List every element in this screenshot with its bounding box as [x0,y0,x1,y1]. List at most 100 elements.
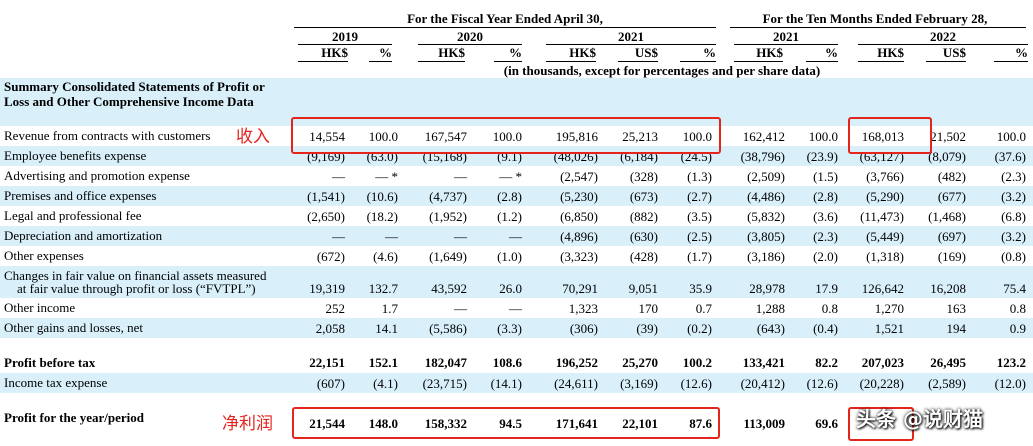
table-cell: 87.6 [689,416,712,431]
table-cell: (2.8) [813,189,838,204]
table-cell: (4,486) [747,189,785,204]
row-label: Revenue from contracts with customers [4,128,211,143]
table-cell: (3,766) [866,169,904,184]
revenue-highlight-box [291,117,721,154]
table-cell: (1.5) [813,169,838,184]
table-cell: (12.6) [806,376,838,391]
table-cell: 75.4 [1003,281,1026,296]
table-cell: — [332,229,345,244]
table-cell: 194 [946,321,967,336]
table-cell: 2,058 [315,321,345,336]
table-cell: (882) [629,209,658,224]
table-cell: 123.2 [996,355,1026,370]
revenue-2022-highlight-box [848,117,932,154]
unit-header: % [509,45,522,60]
table-cell: 0.9 [1009,321,1026,336]
year-2022-ten-months: 2022 [930,29,956,44]
unit-rule [418,61,465,62]
table-cell: — [385,229,398,244]
table-cell: 100.0 [682,129,712,144]
table-cell: (12.6) [680,376,712,391]
unit-rule [369,61,392,62]
unit-header: HK$ [569,45,596,60]
ten-months-header: For the Ten Months Ended February 28, [762,11,988,26]
table-cell: (630) [629,229,658,244]
ten-months-header-rule [730,27,1026,28]
table-row: Other income 252 1.7 — — 1,323 170 0.7 1,288 0.8 1… [0,298,1033,318]
table-cell: 25,270 [622,355,658,370]
table-cell: 171,641 [555,416,598,431]
unit-header: HK$ [756,45,783,60]
table-cell: (482) [937,169,966,184]
table-cell: (3,186) [747,249,785,264]
table-cell: 16,208 [930,281,966,296]
table-cell: (677) [937,189,966,204]
table-cell: (306) [569,321,598,336]
table-cell: 1,270 [874,301,904,316]
year-rule [734,44,838,45]
row-label: Premises and office expenses [4,188,157,203]
table-cell: (3,323) [560,249,598,264]
table-cell: (5,290) [866,189,904,204]
table-cell: 1.7 [381,301,398,316]
table-cell: 170 [638,301,659,316]
row-label: Profit before tax [4,355,96,370]
table-cell: — [454,301,467,316]
table-cell: (2.0) [813,249,838,264]
fiscal-year-header: For the Fiscal Year Ended April 30, [407,11,603,26]
table-cell: 69.6 [815,416,838,431]
table-cell: (24,611) [554,376,598,391]
year-rule [858,44,1028,45]
row-label: Other expenses [4,248,84,263]
table-cell: 158,332 [424,416,467,431]
unit-rule [926,61,966,62]
unit-rule [298,61,348,62]
table-row: Advertising and promotion expense — — * — — … [0,166,1033,186]
table-row: Profit for the year/period 21,544 148.0 158… [0,408,1033,438]
table-cell: (1,952) [429,209,467,224]
table-cell: (1,649) [429,249,467,264]
table-cell: (2.8) [497,189,522,204]
table-cell: (2,589) [928,376,966,391]
table-cell: 14,554 [309,129,345,144]
table-cell: 26,495 [930,355,966,370]
table-cell: (23,715) [422,376,467,391]
table-cell: (20,412) [740,376,785,391]
units-note: (in thousands, except for percentages an… [503,63,821,78]
table-cell: (6,850) [560,209,598,224]
table-cell: (1.0) [497,249,522,264]
unit-rule [618,61,658,62]
unit-header: HK$ [321,45,348,60]
table-row: Other expenses (672) (4.6) (1,649) (1.0) (3,3… [0,246,1033,266]
table-cell: (2.3) [1001,169,1026,184]
row-label: Other income [4,300,76,315]
table-cell: — [332,169,345,184]
table-cell: 1,521 [874,321,904,336]
table-cell: (23.9) [806,149,838,164]
table-cell: (37.6) [994,149,1026,164]
table-cell: (5,586) [429,321,467,336]
unit-rule [546,61,596,62]
table-cell: 162,412 [742,129,785,144]
table-cell: (20,228) [859,376,904,391]
table-cell: (4,896) [560,229,598,244]
table-cell: 22,151 [309,355,345,370]
table-cell: (1,468) [928,209,966,224]
unit-rule [806,61,838,62]
table-cell: (428) [629,249,658,264]
table-cell: 82.2 [815,355,838,370]
table-cell: 26.0 [499,281,522,296]
unit-rule [734,61,783,62]
table-cell: 9,051 [628,281,658,296]
revenue-annotation: 收入 [236,127,270,147]
table-cell: 14.1 [375,321,398,336]
table-cell: (4,737) [429,189,467,204]
year-2019: 2019 [332,29,358,44]
unit-header: HK$ [877,45,904,60]
table-cell: 70,291 [562,281,598,296]
year-2021-ten-months: 2021 [773,29,799,44]
table-cell: (643) [756,321,785,336]
table-cell: (3,169) [620,376,658,391]
unit-header: % [1015,45,1028,60]
table-cell: (169) [937,249,966,264]
